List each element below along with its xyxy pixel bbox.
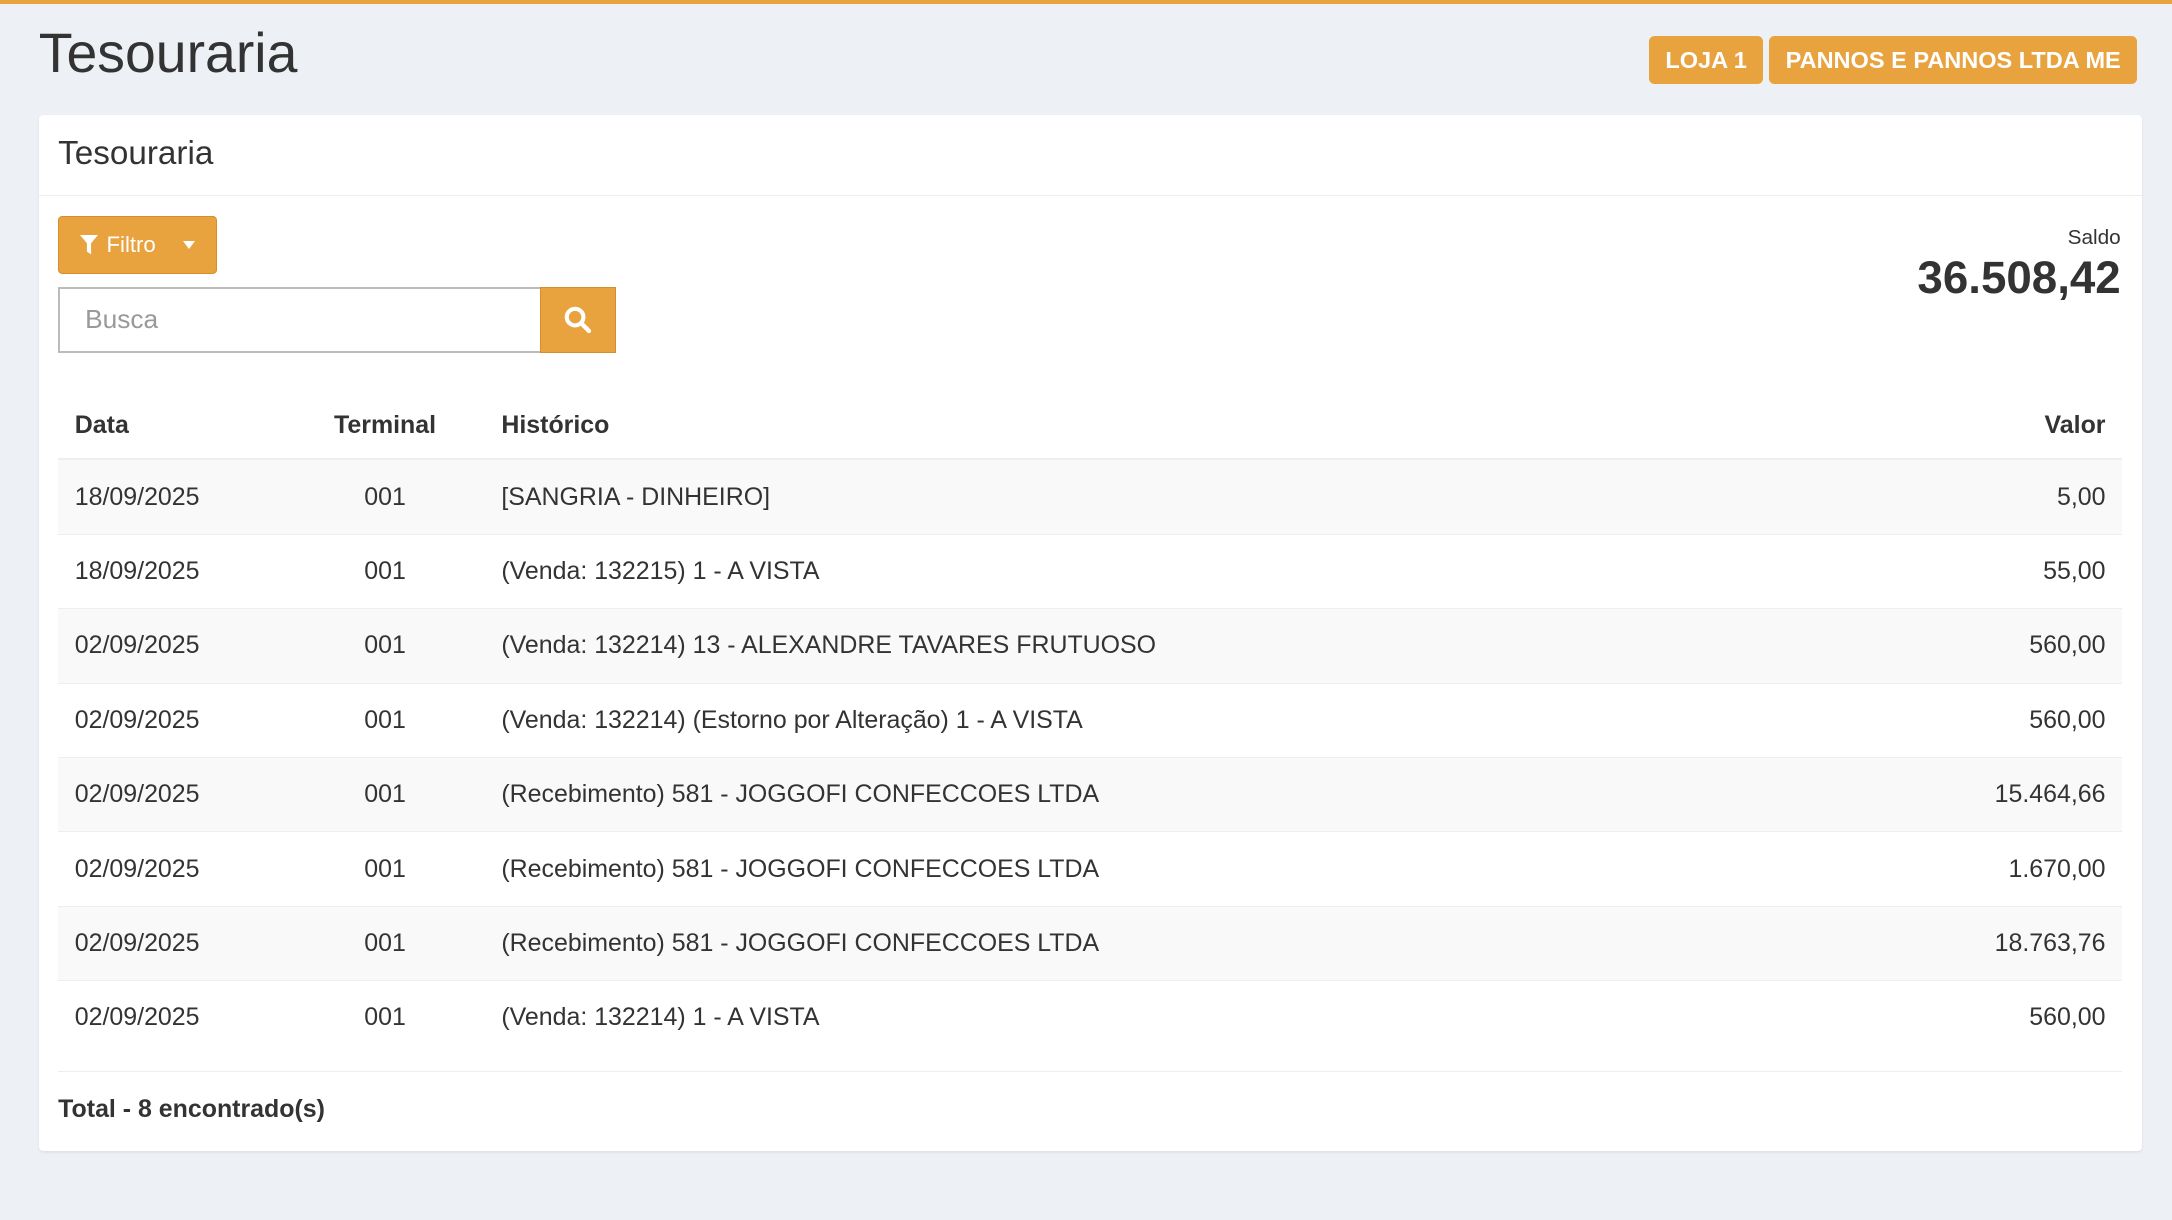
table-row[interactable]: 02/09/2025 001 (Recebimento) 581 - JOGGOFI…: [58, 756, 2123, 832]
cell-date: 02/09/2025: [58, 608, 286, 684]
balance: Saldo 36.508,42: [1917, 226, 2120, 305]
balance-value: 36.508,42: [1917, 252, 2121, 304]
cell-terminal: 001: [285, 905, 485, 981]
balance-label: Saldo: [2067, 225, 2121, 249]
cell-value: 560,00: [1838, 682, 2123, 758]
table-row[interactable]: 18/09/2025 001 (Venda: 132215) 1 - A VISTA…: [58, 533, 2123, 609]
search-button[interactable]: [540, 286, 617, 354]
cell-terminal: 001: [285, 458, 485, 535]
chevron-down-icon[interactable]: [183, 241, 196, 249]
search-icon: [565, 306, 592, 334]
transactions-table: Data Terminal Histórico Valor 18/09/2025…: [58, 391, 2123, 1055]
cell-history: (Venda: 132214) 13 - ALEXANDRE TAVARES F…: [484, 608, 1839, 684]
cell-value: 5,00: [1838, 458, 2123, 535]
cell-history: (Venda: 132214) (Estorno por Alteração) …: [484, 682, 1839, 758]
cell-value: 55,00: [1838, 533, 2123, 609]
cell-terminal: 001: [285, 608, 485, 684]
search-input[interactable]: [58, 286, 541, 354]
cell-terminal: 001: [285, 533, 485, 609]
cell-terminal: 001: [285, 980, 485, 1055]
header-terminal[interactable]: Terminal: [285, 391, 485, 461]
cell-value: 15.464,66: [1838, 756, 2123, 832]
table-row[interactable]: 02/09/2025 001 (Venda: 132214) 13 - ALEXAN…: [58, 608, 2123, 684]
cell-date: 02/09/2025: [58, 682, 286, 758]
table-row[interactable]: 02/09/2025 001 (Recebimento) 581 - JOGGOFI…: [58, 831, 2123, 907]
cell-history: (Recebimento) 581 - JOGGOFI CONFECCOES L…: [484, 756, 1839, 832]
cell-date: 02/09/2025: [58, 980, 286, 1055]
cell-terminal: 001: [285, 682, 485, 758]
company-badge[interactable]: PANNOS E PANNOS LTDA ME: [1769, 35, 2138, 85]
table-row[interactable]: 18/09/2025 001 [SANGRIA - DINHEIRO] 5,00: [58, 458, 2123, 535]
store-badge[interactable]: LOJA 1: [1648, 35, 1764, 85]
cell-history: [SANGRIA - DINHEIRO]: [484, 458, 1839, 535]
cell-history: (Venda: 132214) 1 - A VISTA: [484, 980, 1839, 1055]
table-row[interactable]: 02/09/2025 001 (Recebimento) 581 - JOGGOFI…: [58, 905, 2123, 981]
cell-date: 18/09/2025: [58, 533, 286, 609]
cell-history: (Venda: 132215) 1 - A VISTA: [484, 533, 1839, 609]
cell-value: 18.763,76: [1838, 905, 2123, 981]
total-count: Total - 8 encontrado(s): [58, 1070, 2123, 1148]
table-row[interactable]: 02/09/2025 001 (Venda: 132214) (Estorno po…: [58, 682, 2123, 758]
cell-history: (Recebimento) 581 - JOGGOFI CONFECCOES L…: [484, 905, 1839, 981]
header-date[interactable]: Data: [58, 391, 286, 461]
cell-date: 02/09/2025: [58, 905, 286, 981]
header-badges: LOJA 1 PANNOS E PANNOS LTDA ME: [1648, 35, 2138, 85]
cell-history: (Recebimento) 581 - JOGGOFI CONFECCOES L…: [484, 831, 1839, 907]
cell-value: 560,00: [1838, 608, 2123, 684]
treasury-card: Tesouraria Filtro Saldo 36.508,42 Data T…: [38, 114, 2142, 1151]
card-title: Tesouraria: [38, 115, 2142, 197]
filter-button[interactable]: Filtro: [58, 215, 218, 275]
filter-icon: [80, 235, 99, 255]
search-bar: [58, 286, 617, 354]
cell-value: 560,00: [1838, 980, 2123, 1055]
page-title: Tesouraria: [38, 21, 298, 84]
header-value[interactable]: Valor: [1838, 391, 2123, 461]
cell-value: 1.670,00: [1838, 831, 2123, 907]
table-row[interactable]: 02/09/2025 001 (Venda: 132214) 1 - A VISTA…: [58, 980, 2123, 1055]
cell-terminal: 001: [285, 756, 485, 832]
cell-date: 18/09/2025: [58, 458, 286, 535]
cell-terminal: 001: [285, 831, 485, 907]
cell-date: 02/09/2025: [58, 756, 286, 832]
header-history[interactable]: Histórico: [484, 391, 1839, 461]
cell-date: 02/09/2025: [58, 831, 286, 907]
filter-label: Filtro: [106, 232, 156, 257]
